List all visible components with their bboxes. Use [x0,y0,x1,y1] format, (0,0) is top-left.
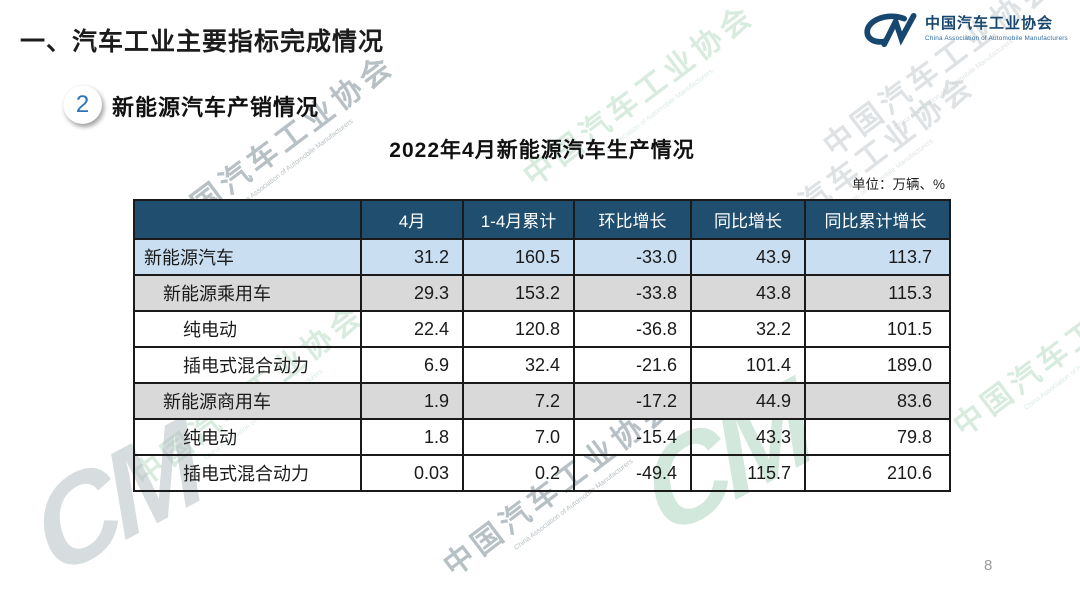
column-header: 同比增长 [690,201,804,238]
value-cell: 44.9 [690,384,804,418]
table-row: 纯电动 1.8 7.0 -15.4 43.3 79.8 [135,418,949,454]
value-cell: 189.0 [804,348,945,382]
row-label-cell: 新能源乘用车 [163,284,271,304]
table-row: 插电式混合动力 6.9 32.4 -21.6 101.4 189.0 [135,346,949,382]
value-cell: 29.3 [360,276,462,310]
column-header: 1-4月累计 [462,201,573,238]
value-cell: 32.4 [462,348,573,382]
row-label-cell: 插电式混合动力 [183,356,309,376]
value-cell: 120.8 [462,312,573,346]
column-header: 同比累计增长 [804,201,945,238]
value-cell: 32.2 [690,312,804,346]
value-cell: 1.8 [360,420,462,454]
page-title: 一、汽车工业主要指标完成情况 [20,28,385,56]
value-cell: 22.4 [360,312,462,346]
value-cell: -15.4 [573,420,690,454]
unit-note: 单位：万辆、% [851,177,945,192]
value-cell: 113.7 [804,240,945,274]
section-title: 新能源汽车产销情况 [112,95,320,120]
value-cell: 43.8 [690,276,804,310]
row-label-cell: 插电式混合动力 [183,464,309,484]
section-badge: 2 [63,85,102,124]
value-cell: -33.8 [573,276,690,310]
cam-logo-text: 中国汽车工业协会 China Association of Automobile… [925,12,1068,42]
cam-logo-monogram-icon [860,12,918,53]
row-label-cell: 纯电动 [183,320,237,340]
value-cell: 160.5 [462,240,573,274]
table-row: 新能源乘用车 29.3 153.2 -33.8 43.8 115.3 [135,274,949,310]
column-header: 环比增长 [573,201,690,238]
row-label-cell: 纯电动 [183,428,237,448]
value-cell: 31.2 [360,240,462,274]
column-header: 4月 [360,201,462,238]
table-row: 纯电动 22.4 120.8 -36.8 32.2 101.5 [135,310,949,346]
table-row: 新能源商用车 1.9 7.2 -17.2 44.9 83.6 [135,382,949,418]
value-cell: 153.2 [462,276,573,310]
table-header-row: 4月 1-4月累计 环比增长 同比增长 同比累计增长 [135,201,949,238]
value-cell: 115.3 [804,276,945,310]
value-cell: 7.2 [462,384,573,418]
logo-name-en: China Association of Automobile Manufact… [925,35,1068,42]
page-number: 8 [984,557,993,574]
value-cell: 43.3 [690,420,804,454]
value-cell: 210.6 [804,456,945,490]
value-cell: 83.6 [804,384,945,418]
value-cell: 7.0 [462,420,573,454]
production-table: 4月 1-4月累计 环比增长 同比增长 同比累计增长 新能源汽车 31.2 16… [133,199,951,492]
value-cell: 101.4 [690,348,804,382]
cam-logo: 中国汽车工业协会 China Association of Automobile… [860,12,1068,53]
value-cell: -33.0 [573,240,690,274]
value-cell: 0.2 [462,456,573,490]
column-header [135,201,360,238]
row-label-cell: 新能源商用车 [163,392,271,412]
table-title: 2022年4月新能源汽车生产情况 [389,139,695,162]
value-cell: 115.7 [690,456,804,490]
value-cell: 43.9 [690,240,804,274]
value-cell: 101.5 [804,312,945,346]
row-label-cell: 新能源汽车 [144,248,234,268]
table-row: 插电式混合动力 0.03 0.2 -49.4 115.7 210.6 [135,454,949,490]
logo-name-cn: 中国汽车工业协会 [925,15,1054,32]
value-cell: -17.2 [573,384,690,418]
value-cell: -21.6 [573,348,690,382]
value-cell: -49.4 [573,456,690,490]
value-cell: 1.9 [360,384,462,418]
value-cell: -36.8 [573,312,690,346]
value-cell: 0.03 [360,456,462,490]
value-cell: 6.9 [360,348,462,382]
section-badge-number: 2 [75,90,90,118]
table-row: 新能源汽车 31.2 160.5 -33.0 43.9 113.7 [135,238,949,274]
value-cell: 79.8 [804,420,945,454]
